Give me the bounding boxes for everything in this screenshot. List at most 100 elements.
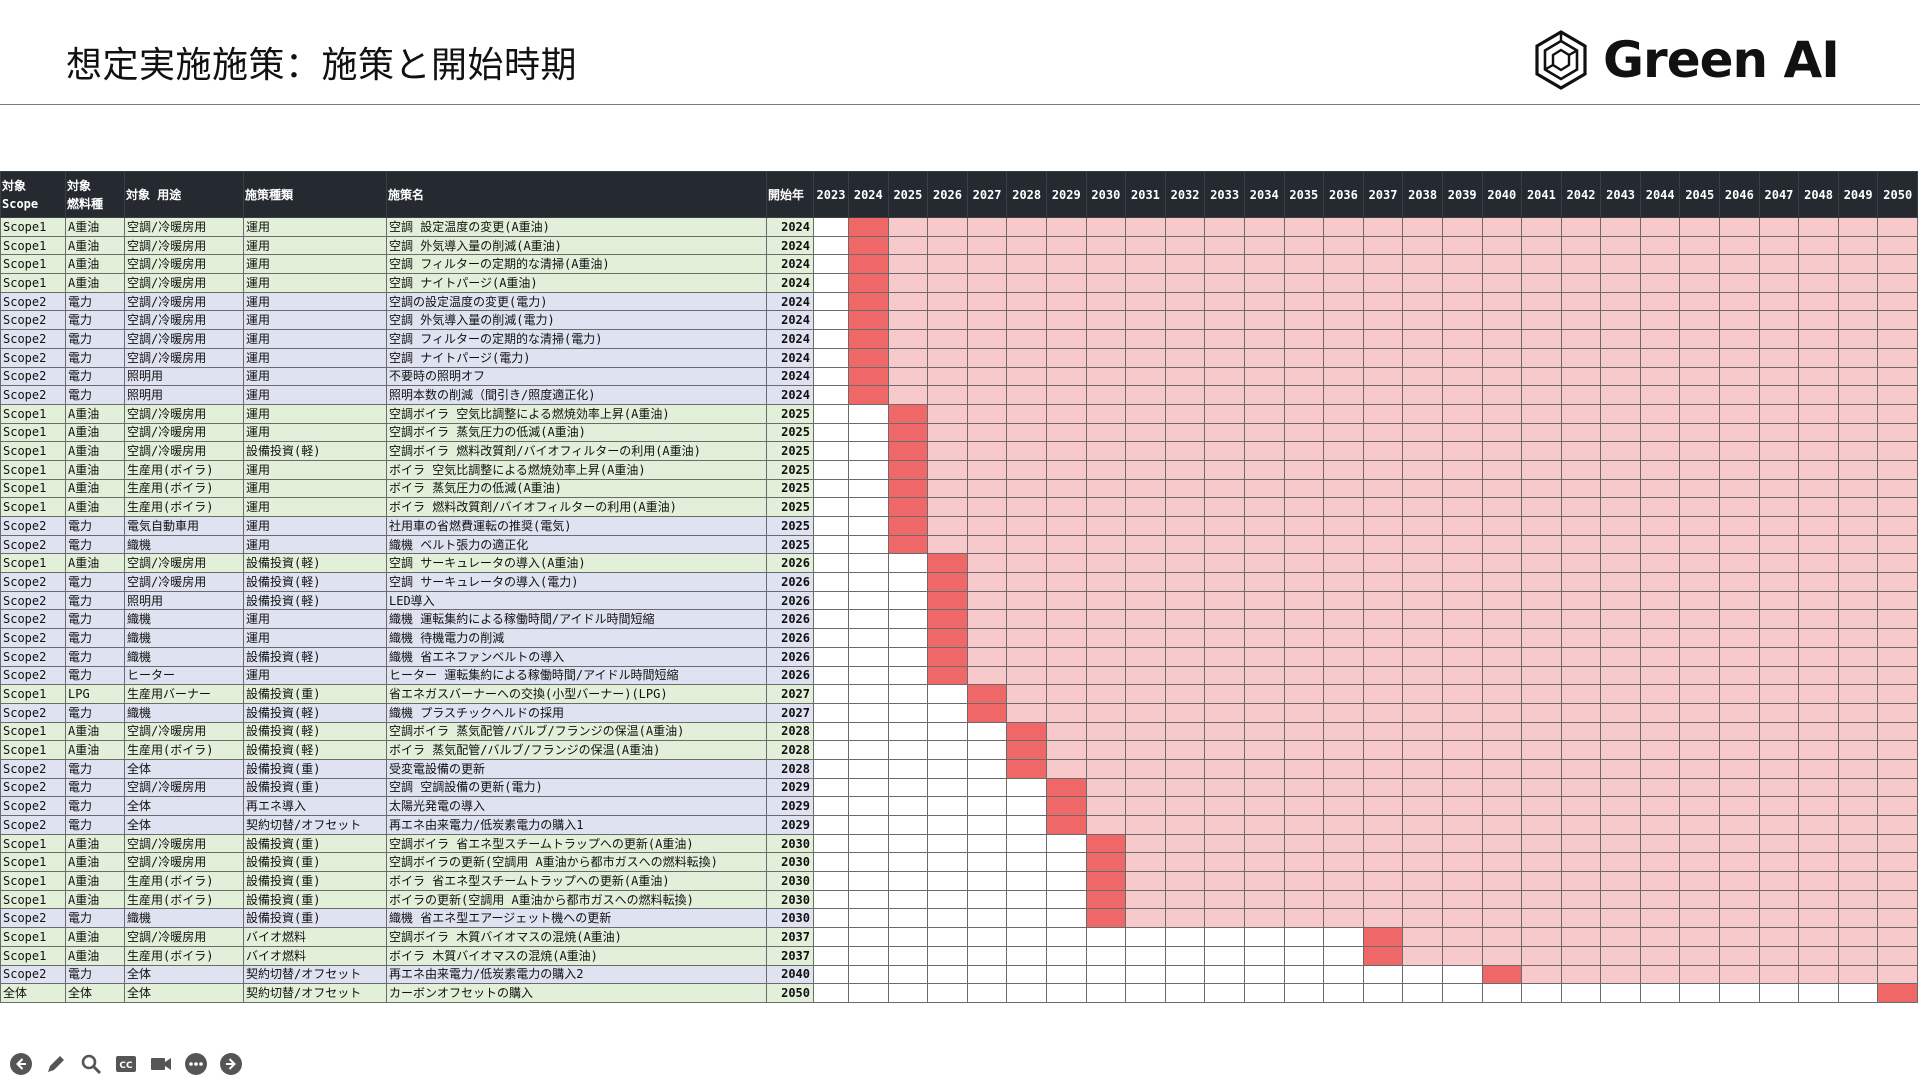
gantt-active-cell: [1758, 553, 1800, 574]
gantt-empty-cell: [1045, 983, 1087, 1003]
gantt-active-cell: [1164, 684, 1206, 704]
gantt-active-cell: [1877, 646, 1919, 667]
gantt-active-cell: [1837, 815, 1879, 835]
gantt-empty-cell: [1045, 833, 1087, 854]
cell-type: 再エネ導入: [243, 796, 387, 816]
gantt-active-cell: [1243, 572, 1285, 592]
gantt-active-cell: [1243, 310, 1285, 331]
cell-scope: Scope1: [0, 217, 66, 237]
gantt-start-cell: [1481, 964, 1523, 985]
gantt-empty-cell: [1164, 927, 1206, 947]
gantt-active-cell: [1283, 385, 1325, 405]
gantt-active-cell: [1481, 273, 1523, 293]
gantt-active-cell: [1402, 927, 1443, 947]
gantt-active-cell: [1679, 291, 1721, 312]
gantt-active-cell: [1045, 347, 1087, 368]
cell-use: 空調/冷暖房用: [124, 235, 244, 256]
header-year: 2024: [848, 171, 889, 218]
gantt-active-cell: [1006, 553, 1047, 574]
gantt-active-cell: [1323, 852, 1364, 873]
cell-name: 再エネ由来電力/低炭素電力の購入2: [386, 964, 767, 985]
cell-type: 運用: [243, 347, 387, 368]
gantt-active-cell: [1204, 235, 1245, 256]
gantt-active-cell: [1600, 366, 1641, 387]
zoom-icon[interactable]: [78, 1051, 104, 1077]
gantt-empty-cell: [848, 403, 889, 424]
gantt-empty-cell: [813, 721, 849, 742]
cell-fuel: 電力: [65, 646, 125, 667]
gantt-active-cell: [1085, 721, 1127, 742]
gantt-empty-cell: [813, 609, 849, 630]
gantt-empty-cell: [1323, 945, 1364, 966]
table-row: Scope2 電力 織機 運用 織機 待機電力の削減 2026: [0, 628, 1919, 648]
gantt-active-cell: [1402, 871, 1443, 891]
gantt-active-cell: [1877, 590, 1919, 611]
gantt-active-cell: [1323, 628, 1364, 648]
gantt-active-cell: [1877, 254, 1919, 275]
gantt-active-cell: [1837, 796, 1879, 816]
gantt-active-cell: [1758, 497, 1800, 517]
forward-arrow-icon[interactable]: [218, 1051, 244, 1077]
video-icon[interactable]: [148, 1051, 174, 1077]
gantt-active-cell: [1125, 815, 1166, 835]
hexagon-logo-icon: [1535, 30, 1587, 90]
gantt-active-cell: [1560, 964, 1602, 985]
gantt-active-cell: [966, 385, 1008, 405]
gantt-active-cell: [1323, 441, 1364, 461]
cell-start-year: 2030: [766, 871, 814, 891]
gantt-empty-cell: [887, 927, 929, 947]
cell-scope: Scope2: [0, 777, 66, 798]
gantt-active-cell: [1481, 534, 1523, 555]
gantt-active-cell: [1204, 572, 1245, 592]
gantt-empty-cell: [1045, 871, 1087, 891]
gantt-active-cell: [1837, 740, 1879, 760]
gantt-active-cell: [927, 310, 968, 331]
header-fuel: 対象 燃料種: [65, 171, 125, 218]
cell-start-year: 2026: [766, 665, 814, 686]
gantt-active-cell: [1164, 646, 1206, 667]
more-icon[interactable]: [183, 1051, 209, 1077]
cell-use: 空調/冷暖房用: [124, 217, 244, 237]
gantt-active-cell: [1758, 646, 1800, 667]
pen-icon[interactable]: [43, 1051, 69, 1077]
gantt-start-cell: [887, 422, 929, 443]
gantt-active-cell: [1719, 217, 1760, 237]
cell-name: 織機 運転集約による稼働時間/アイドル時間短縮: [386, 609, 767, 630]
gantt-active-cell: [1719, 628, 1760, 648]
gantt-active-cell: [1837, 516, 1879, 536]
cell-start-year: 2024: [766, 347, 814, 368]
gantt-active-cell: [1719, 740, 1760, 760]
gantt-empty-cell: [1006, 796, 1047, 816]
header-year: 2037: [1362, 171, 1404, 218]
cell-scope: Scope1: [0, 497, 66, 517]
gantt-active-cell: [1125, 291, 1166, 312]
gantt-empty-cell: [813, 291, 849, 312]
cell-type: 設備投資(軽): [243, 553, 387, 574]
gantt-active-cell: [1164, 590, 1206, 611]
cell-type: 運用: [243, 534, 387, 555]
gantt-active-cell: [1600, 553, 1641, 574]
gantt-empty-cell: [813, 441, 849, 461]
gantt-active-cell: [1798, 385, 1839, 405]
gantt-active-cell: [1204, 403, 1245, 424]
gantt-active-cell: [1798, 441, 1839, 461]
gantt-active-cell: [1679, 740, 1721, 760]
gantt-active-cell: [1719, 609, 1760, 630]
gantt-active-cell: [1560, 329, 1602, 349]
gantt-active-cell: [1798, 646, 1839, 667]
gantt-active-cell: [1600, 815, 1641, 835]
gantt-empty-cell: [887, 609, 929, 630]
back-arrow-icon[interactable]: [8, 1051, 34, 1077]
gantt-active-cell: [1283, 235, 1325, 256]
gantt-active-cell: [1006, 385, 1047, 405]
captions-icon[interactable]: CC: [113, 1051, 139, 1077]
gantt-active-cell: [1125, 684, 1166, 704]
gantt-active-cell: [1837, 609, 1879, 630]
gantt-active-cell: [1441, 702, 1483, 723]
gantt-active-cell: [1719, 254, 1760, 275]
gantt-active-cell: [1045, 572, 1087, 592]
gantt-active-cell: [1362, 254, 1404, 275]
gantt-empty-cell: [813, 254, 849, 275]
cell-name: ボイラの更新(空調用 A重油から都市ガスへの燃料転換): [386, 889, 767, 910]
gantt-active-cell: [1204, 796, 1245, 816]
